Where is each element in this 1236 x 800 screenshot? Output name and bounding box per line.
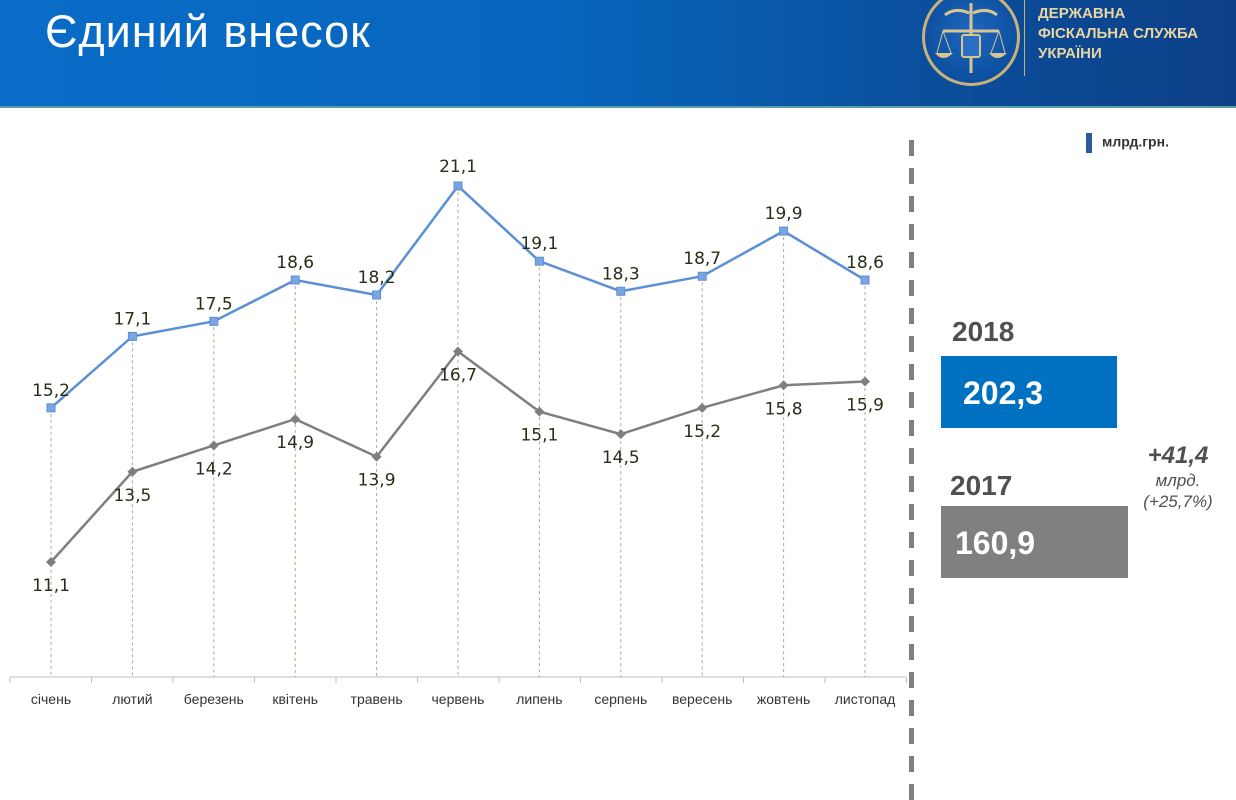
logo-divider	[1024, 0, 1025, 76]
series-2017-marker	[534, 406, 545, 417]
series-2017-marker	[453, 346, 463, 357]
x-tick-label: січень	[31, 691, 71, 707]
series-2018-data-label: 17,5	[195, 294, 233, 314]
series-2018-data-label: 15,2	[32, 381, 70, 401]
series-2018-data-label: 18,3	[602, 264, 640, 284]
unit-legend: млрд.грн.	[1086, 133, 1169, 153]
series-2018-marker	[779, 226, 789, 236]
series-2018-marker	[616, 286, 626, 296]
series-2017-marker	[615, 429, 626, 440]
logo-line: ДЕРЖАВНА	[1038, 5, 1126, 22]
series-2018-data-label: 18,7	[683, 249, 721, 269]
series-2017-marker	[127, 466, 138, 477]
line-chart: січень лютий березень квітень травень червень…	[9, 157, 907, 707]
x-tick-label: квітень	[272, 691, 318, 707]
series-2017-marker	[290, 414, 301, 425]
logo-line: УКРАЇНИ	[1038, 45, 1102, 62]
series-2017-data-label: 11,1	[32, 576, 70, 596]
series-2018-marker	[860, 275, 870, 285]
series-2018-data-label: 21,1	[439, 157, 477, 177]
series-2018-data-label: 19,9	[765, 204, 803, 224]
x-tick-label: червень	[432, 691, 485, 707]
series-2018-data-label: 18,2	[358, 268, 396, 288]
scales-trident-emblem-icon	[922, 0, 1020, 86]
x-tick-label: лютий	[112, 691, 152, 707]
total-2018-box: 202,3	[941, 356, 1117, 428]
x-tick-label: листопад	[835, 691, 896, 707]
series-2018-data-label: 19,1	[520, 234, 558, 254]
series-2017-marker	[208, 440, 219, 451]
unit-label: млрд.грн.	[1102, 133, 1169, 150]
year-2018-label: 2018	[952, 316, 1015, 347]
series-2017-data-label: 14,5	[602, 448, 640, 468]
series-2017-marker	[860, 376, 870, 387]
series-2018-marker	[697, 271, 707, 281]
x-tick-label: серпень	[594, 691, 647, 707]
series-2017-data-label: 13,9	[358, 471, 396, 491]
year-2017-label: 2017	[950, 470, 1013, 501]
series-2017-marker	[371, 451, 382, 462]
series-2018-marker	[372, 290, 382, 300]
x-tick-label: вересень	[672, 691, 732, 707]
delta-value: +41,4	[1147, 442, 1209, 469]
series-2017-data-label: 14,2	[195, 459, 233, 479]
total-2017-box: 160,9	[941, 506, 1128, 578]
series-2017-data-label: 13,5	[113, 486, 151, 506]
series-2018-marker	[290, 275, 300, 285]
x-tick-label: жовтень	[757, 691, 810, 707]
series-2018-marker	[209, 316, 219, 326]
header-banner: Єдиний внесок ДЕРЖАВНА ФІСКАЛЬНА СЛУЖБА …	[0, 0, 1236, 108]
x-tick-label: травень	[351, 691, 403, 707]
logo-line: ФІСКАЛЬНА СЛУЖБА	[1038, 25, 1199, 42]
delta-unit: млрд.	[1155, 471, 1201, 490]
series-2018-marker	[127, 331, 137, 341]
series-2017-data-label: 15,9	[846, 396, 884, 416]
delta-percent: (+25,7%)	[1143, 492, 1213, 511]
series-2017-marker	[697, 402, 708, 413]
series-2018-marker	[46, 403, 56, 413]
series-2017-marker	[778, 380, 789, 391]
unit-marker-icon	[1086, 133, 1092, 153]
x-tick-label: липень	[516, 691, 562, 707]
delta-annotation: +41,4 млрд. (+25,7%)	[1130, 442, 1226, 512]
series-2017-marker	[46, 557, 56, 567]
series-2018-data-label: 17,1	[113, 309, 151, 329]
section-divider	[909, 140, 914, 800]
page-title: Єдиний внесок	[45, 6, 371, 57]
series-2018-data-label: 18,6	[276, 253, 314, 273]
series-2017-data-label: 15,8	[765, 399, 803, 419]
series-2017-data-label: 14,9	[276, 433, 314, 453]
series-2018-marker	[534, 256, 544, 266]
series-2018-marker	[453, 181, 463, 191]
series-2017-data-label: 16,7	[439, 365, 477, 385]
logo-text: ДЕРЖАВНА ФІСКАЛЬНА СЛУЖБА УКРАЇНИ	[1038, 4, 1198, 64]
x-tick-label: березень	[184, 691, 244, 707]
series-2018-data-label: 18,6	[846, 253, 884, 273]
series-2017-data-label: 15,1	[520, 426, 558, 446]
series-2017-data-label: 15,2	[683, 422, 721, 442]
